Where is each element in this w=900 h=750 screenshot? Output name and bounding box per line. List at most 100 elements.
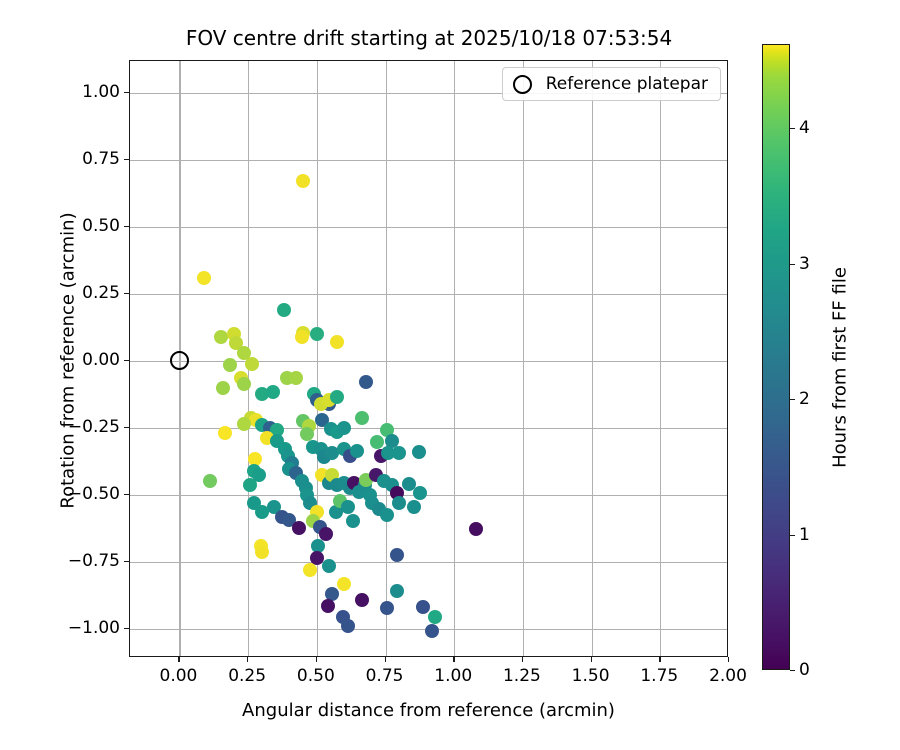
scatter-point xyxy=(252,467,267,482)
scatter-point xyxy=(359,375,374,390)
colorbar-tick-label: 1 xyxy=(799,524,810,545)
x-tick-mark xyxy=(521,657,524,662)
scatter-point xyxy=(341,618,356,633)
x-tick-mark xyxy=(453,657,455,662)
scatter-point xyxy=(322,558,337,573)
scatter-point xyxy=(270,423,284,438)
scatter-point xyxy=(427,609,442,624)
scatter-point xyxy=(276,302,291,317)
scatter-point xyxy=(213,329,228,344)
colorbar-tick-mark xyxy=(790,534,795,536)
x-tick-mark xyxy=(384,657,386,662)
colorbar xyxy=(762,44,790,670)
scatter-point xyxy=(289,371,304,386)
x-tick-label: 0.00 xyxy=(159,666,198,686)
scatter-point xyxy=(345,514,360,529)
scatter-point xyxy=(302,562,317,577)
scatter-point xyxy=(337,420,352,435)
scatter-point xyxy=(237,345,252,360)
scatter-point xyxy=(300,427,315,442)
scatter-point xyxy=(197,270,212,285)
colorbar-tick-label: 2 xyxy=(799,389,810,409)
y-tick-label: 0.25 xyxy=(82,282,120,303)
colorbar-tick-mark xyxy=(790,670,795,672)
scatter-point xyxy=(469,522,484,537)
scatter-point xyxy=(355,411,370,426)
scatter-point xyxy=(309,327,324,342)
scatter-point xyxy=(202,474,217,489)
colorbar-tick-mark xyxy=(790,263,795,265)
gridline-vertical xyxy=(522,61,525,656)
scatter-point xyxy=(254,387,269,402)
scatter-point xyxy=(254,545,269,560)
colorbar-tick-mark xyxy=(790,128,795,130)
x-tick-mark xyxy=(178,657,180,662)
y-tick-mark xyxy=(124,159,129,161)
y-tick-label: −0.75 xyxy=(67,550,120,571)
scatter-point xyxy=(379,423,394,438)
page-title: FOV centre drift starting at 2025/10/18 … xyxy=(185,26,673,50)
gridline-horizontal xyxy=(130,160,727,162)
x-tick-label: 0.25 xyxy=(228,666,267,686)
gridline-vertical xyxy=(591,61,593,656)
x-tick-mark xyxy=(728,657,730,662)
y-tick-label: 1.00 xyxy=(82,82,120,103)
scatter-point xyxy=(407,499,422,514)
y-tick-mark xyxy=(124,493,129,495)
x-tick-label: 1.00 xyxy=(434,666,473,686)
reference-platepar-marker xyxy=(169,351,189,371)
scatter-point xyxy=(254,505,269,520)
y-tick-mark xyxy=(124,359,129,362)
x-tick-label: 2.00 xyxy=(709,666,747,686)
scatter-point xyxy=(319,526,334,541)
scatter-point xyxy=(329,505,344,520)
y-tick-label: 0.50 xyxy=(82,215,120,236)
scatter-point xyxy=(379,601,394,616)
x-tick-label: 1.25 xyxy=(502,666,541,686)
y-tick-label: −1.00 xyxy=(67,617,120,638)
gridline-horizontal xyxy=(130,93,727,95)
y-tick-mark xyxy=(124,560,129,562)
scatter-point xyxy=(349,443,364,458)
x-axis-label: Angular distance from reference (arcmin) xyxy=(242,700,615,721)
y-tick-label: 0.00 xyxy=(82,349,120,370)
scatter-point xyxy=(324,446,339,461)
scatter-point xyxy=(392,495,407,510)
colorbar-tick-label: 0 xyxy=(799,660,810,680)
scatter-point xyxy=(237,376,252,391)
scatter-point xyxy=(392,446,407,461)
scatter-point xyxy=(296,174,311,189)
colorbar-tick-label: 3 xyxy=(799,253,810,274)
x-tick-label: 0.75 xyxy=(365,666,404,686)
x-tick-label: 1.50 xyxy=(571,666,610,686)
x-tick-label: 1.75 xyxy=(640,666,679,686)
scatter-point xyxy=(337,577,352,592)
colorbar-tick-label: 4 xyxy=(799,118,810,138)
gridline-horizontal xyxy=(130,226,727,229)
scatter-point xyxy=(330,389,345,404)
x-tick-mark xyxy=(247,657,249,662)
gridline-horizontal xyxy=(130,494,727,496)
gridline-vertical xyxy=(454,61,456,656)
scatter-point xyxy=(237,416,252,431)
y-tick-mark xyxy=(124,627,129,629)
scatter-point xyxy=(341,499,356,514)
scatter-plot-axes: Reference platepar xyxy=(129,60,728,657)
scatter-point xyxy=(267,499,282,514)
scatter-point xyxy=(311,538,326,553)
x-tick-mark xyxy=(590,657,592,662)
colorbar-tick-mark xyxy=(790,399,795,401)
scatter-point xyxy=(216,380,231,395)
y-axis-label: Rotation from reference (arcmin) xyxy=(57,212,79,509)
scatter-point xyxy=(370,435,385,450)
scatter-point xyxy=(411,444,426,459)
scatter-point xyxy=(217,426,232,441)
scatter-point xyxy=(401,476,416,491)
gridline-horizontal xyxy=(130,561,727,563)
scatter-point xyxy=(265,384,280,399)
y-tick-label: −0.25 xyxy=(67,416,120,437)
scatter-point xyxy=(379,507,394,522)
y-tick-label: 0.75 xyxy=(82,149,120,170)
y-tick-mark xyxy=(124,426,129,429)
scatter-point xyxy=(309,550,324,565)
